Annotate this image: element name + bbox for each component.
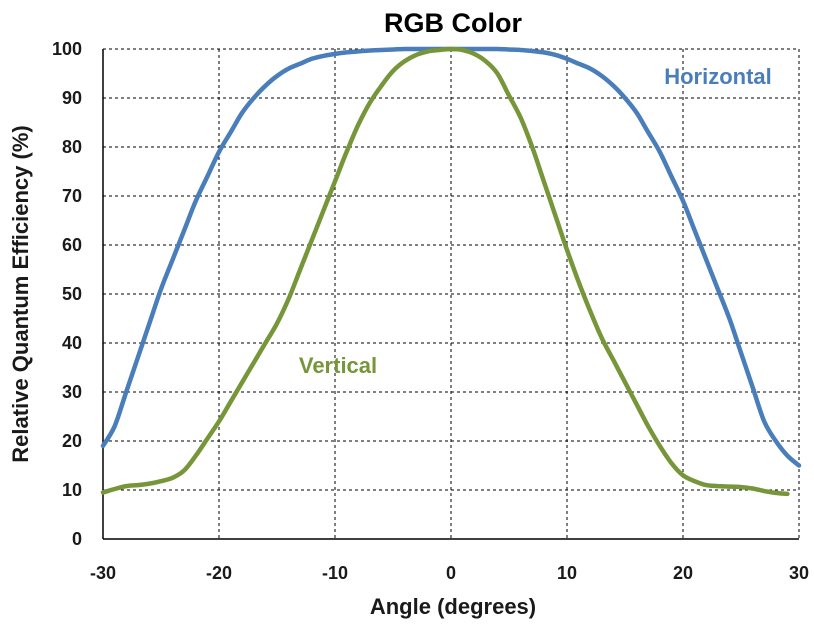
y-tick-label-90: 90: [62, 88, 82, 108]
series-label-vertical: Vertical: [299, 353, 377, 378]
x-tick-label-10: 10: [557, 563, 577, 583]
x-tick-label--30: -30: [90, 563, 116, 583]
y-tick-label-10: 10: [62, 480, 82, 500]
tick-labels: 0 10 20 30 40 50 60 70 80 90 100 -30 -20 -10 0 10 20 30: [52, 39, 809, 583]
series-lines: [100, 46, 802, 497]
x-tick-label-20: 20: [673, 563, 693, 583]
y-axis-title: Relative Quantum Efficiency (%): [8, 125, 33, 462]
series-labels: Horizontal Vertical: [299, 64, 772, 378]
x-tick-label--20: -20: [206, 563, 232, 583]
y-tick-label-40: 40: [62, 333, 82, 353]
y-tick-label-100: 100: [52, 39, 82, 59]
series-label-horizontal: Horizontal: [664, 64, 772, 89]
y-tick-label-70: 70: [62, 186, 82, 206]
y-tick-label-0: 0: [72, 529, 82, 549]
axes: [102, 49, 800, 540]
y-tick-label-80: 80: [62, 137, 82, 157]
chart-title: RGB Color: [384, 8, 522, 38]
y-tick-label-60: 60: [62, 235, 82, 255]
y-tick-label-20: 20: [62, 431, 82, 451]
x-tick-label--10: -10: [322, 563, 348, 583]
series-line-vertical: [100, 46, 790, 497]
x-axis-title: Angle (degrees): [370, 594, 536, 619]
x-tick-label-0: 0: [446, 563, 456, 583]
grid: [103, 48, 799, 539]
y-tick-label-30: 30: [62, 382, 82, 402]
x-tick-label-30: 30: [789, 563, 809, 583]
y-tick-label-50: 50: [62, 284, 82, 304]
